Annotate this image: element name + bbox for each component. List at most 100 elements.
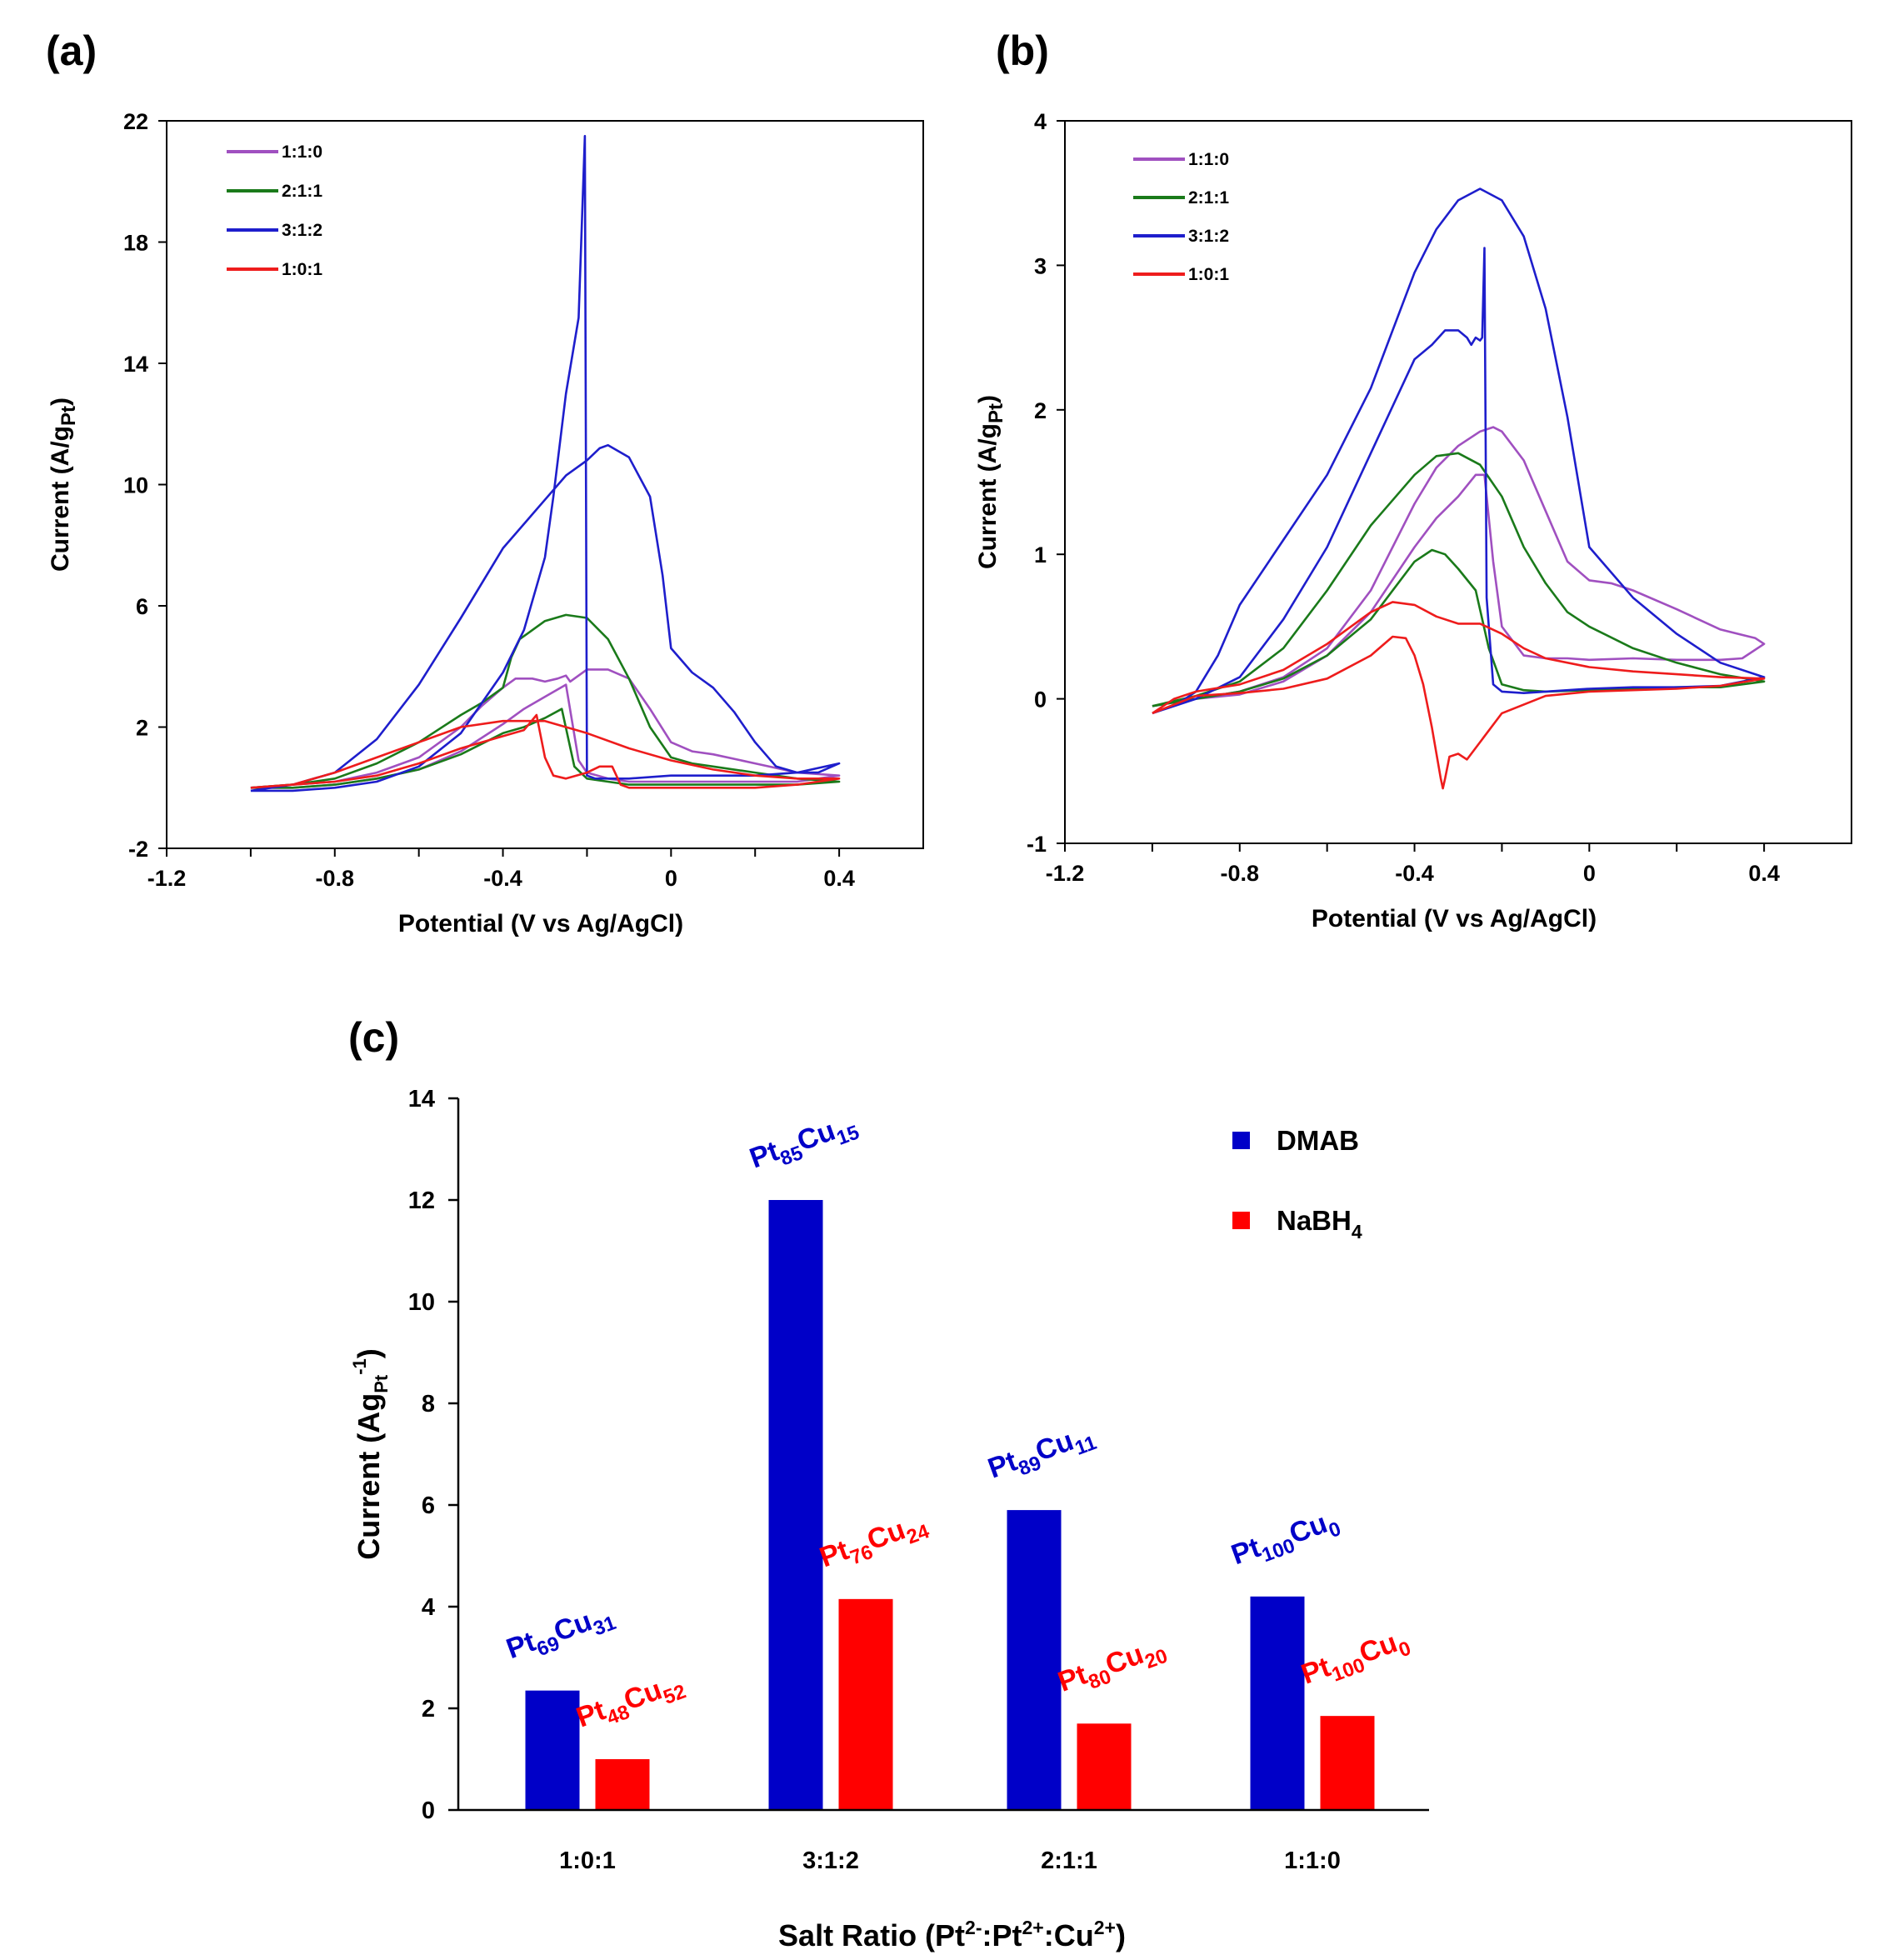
x-axis-label-sup: 2+	[1022, 1917, 1044, 1938]
bar-dmab-1-1-0	[1250, 1596, 1305, 1810]
y-axis-label: Current (A/gPt)	[974, 395, 1007, 569]
x-tick-label: 1:1:0	[1284, 1848, 1341, 1874]
panel-label: (a)	[46, 28, 97, 74]
y-axis-label-main: Current (A/g	[47, 426, 74, 572]
y-axis-label: Current (A/gPt)	[47, 398, 80, 572]
bar-nabh-2-1-1	[1077, 1723, 1132, 1810]
y-tick-label: 2	[136, 716, 148, 741]
x-axis-label-mid: :Pt	[982, 1918, 1022, 1952]
x-axis: -1.2 -0.8 -0.4 0 0.4	[147, 848, 855, 891]
x-axis-label-end: )	[1116, 1918, 1126, 1952]
legend: 1:1:0 2:1:1 3:1:2 1:0:1	[1133, 150, 1229, 284]
series-line-3-1-2	[250, 134, 841, 792]
legend-label: 2:1:1	[282, 182, 322, 201]
x-tick-label: -0.8	[1221, 861, 1260, 886]
bar-nabh-3-1-2	[838, 1598, 893, 1810]
legend-label: DMAB	[1277, 1125, 1359, 1156]
bar-dmab-2-1-1	[1007, 1510, 1062, 1810]
legend-label: 1:1:0	[282, 142, 322, 162]
y-tick-label: 8	[422, 1391, 435, 1418]
x-axis-label-main: Salt Ratio (Pt	[778, 1918, 965, 1952]
legend: DMAB NaBH4	[1232, 1125, 1362, 1242]
x-axis: 1:0:1 3:1:2 2:1:1 1:1:0	[559, 1848, 1341, 1874]
x-axis-label: Potential (V vs Ag/AgCl)	[1312, 905, 1597, 932]
y-tick-label: 4	[422, 1594, 435, 1621]
y-axis-label-main: Current (Ag	[352, 1393, 386, 1560]
x-tick-label: -0.8	[316, 866, 355, 891]
legend-label: 1:0:1	[282, 260, 322, 279]
legend-label-sub: 4	[1352, 1221, 1362, 1242]
x-axis-label: Salt Ratio (Pt2-:Pt2+:Cu2+)	[778, 1917, 1126, 1952]
y-tick-label: 0	[422, 1798, 435, 1824]
y-axis-label: Current (AgPt-1)	[349, 1348, 392, 1560]
legend-label: 3:1:2	[282, 221, 322, 240]
x-axis-label-mid: :Cu	[1044, 1918, 1094, 1952]
legend-swatch	[1232, 1212, 1250, 1229]
y-axis-label-sub: Pt	[985, 403, 1007, 423]
y-tick-label: 4	[1034, 109, 1047, 134]
x-tick-label: -0.4	[483, 866, 522, 891]
y-axis: -2 2 6 10 14 18 22	[123, 109, 167, 862]
y-tick-label: 10	[123, 473, 148, 498]
x-tick-label: 0	[1583, 861, 1596, 886]
legend-label: 2:1:1	[1188, 188, 1229, 208]
bar-dmab-1-0-1	[525, 1690, 580, 1810]
x-tick-label: 0.4	[1748, 861, 1780, 886]
y-axis-label-sub: Pt	[57, 406, 80, 426]
y-axis-label-end: )	[352, 1348, 386, 1358]
y-tick-label: 22	[123, 109, 148, 134]
x-tick-label: 1:0:1	[559, 1848, 616, 1874]
panel-b: (b) -1.2 -0.8 -0.4 0 0.4 -1 0 1 2 3 4 Potential (V v…	[974, 28, 1852, 932]
bar-nabh-1-1-0	[1320, 1716, 1375, 1810]
panel-label: (b)	[996, 28, 1049, 74]
y-tick-label: 6	[136, 594, 148, 619]
x-tick-label: -1.2	[1046, 861, 1085, 886]
y-tick-label: 1	[1034, 542, 1047, 568]
x-axis: -1.2 -0.8 -0.4 0 0.4	[1046, 843, 1780, 886]
bar-nabh-1-0-1	[595, 1759, 650, 1810]
legend: 1:1:0 2:1:1 3:1:2 1:0:1	[227, 142, 322, 279]
series-line-3-1-2	[1152, 188, 1766, 715]
bars	[525, 1200, 1375, 1810]
x-tick-label: 3:1:2	[802, 1848, 859, 1874]
x-axis-label-sup: 2-	[965, 1917, 982, 1938]
y-tick-label: 12	[408, 1188, 435, 1214]
legend-label: 3:1:2	[1188, 227, 1229, 246]
panel-label: (c)	[348, 1014, 399, 1061]
y-tick-label: -1	[1027, 832, 1047, 857]
y-tick-label: 2	[1034, 398, 1047, 423]
y-tick-label: 2	[422, 1696, 435, 1722]
legend-label: 1:0:1	[1188, 265, 1229, 284]
y-axis-label-main: Current (A/g	[974, 423, 1002, 569]
legend-label: NaBH4	[1277, 1205, 1362, 1242]
bar-dmab-3-1-2	[768, 1200, 823, 1810]
series-group	[1152, 188, 1766, 790]
series-group	[250, 134, 841, 792]
y-axis-label-sup: -1	[349, 1358, 370, 1375]
panel-a: (a) -1.2 -0.8 -0.4 0 0.4 -2 2 6 10 14 18 22 Potential…	[46, 28, 924, 938]
x-tick-label: -1.2	[147, 866, 187, 891]
series-line-1-0-1	[250, 713, 841, 789]
y-tick-label: 18	[123, 231, 148, 256]
y-axis-label-end: )	[974, 395, 1002, 403]
y-tick-label: 10	[408, 1289, 435, 1316]
legend-label: 1:1:0	[1188, 150, 1229, 169]
series-line-1-1-0	[1152, 426, 1766, 708]
x-tick-label: 2:1:1	[1041, 1848, 1097, 1874]
plot-frame	[1064, 120, 1852, 844]
y-tick-label: 3	[1034, 253, 1047, 278]
series-line-1-0-1	[1152, 601, 1766, 790]
series-line-2-1-1	[250, 613, 841, 789]
y-axis: -1 0 1 2 3 4	[1027, 109, 1065, 857]
legend-swatch	[1232, 1132, 1250, 1149]
y-tick-label: 14	[123, 352, 148, 377]
x-axis-label: Potential (V vs Ag/AgCl)	[398, 910, 683, 938]
x-tick-label: 0.4	[823, 866, 855, 891]
legend-label-name: DMAB	[1277, 1125, 1359, 1156]
y-tick-label: -2	[128, 837, 148, 862]
x-axis-label-sup: 2+	[1094, 1917, 1116, 1938]
x-tick-label: 0	[665, 866, 677, 891]
x-tick-label: -0.4	[1395, 861, 1434, 886]
